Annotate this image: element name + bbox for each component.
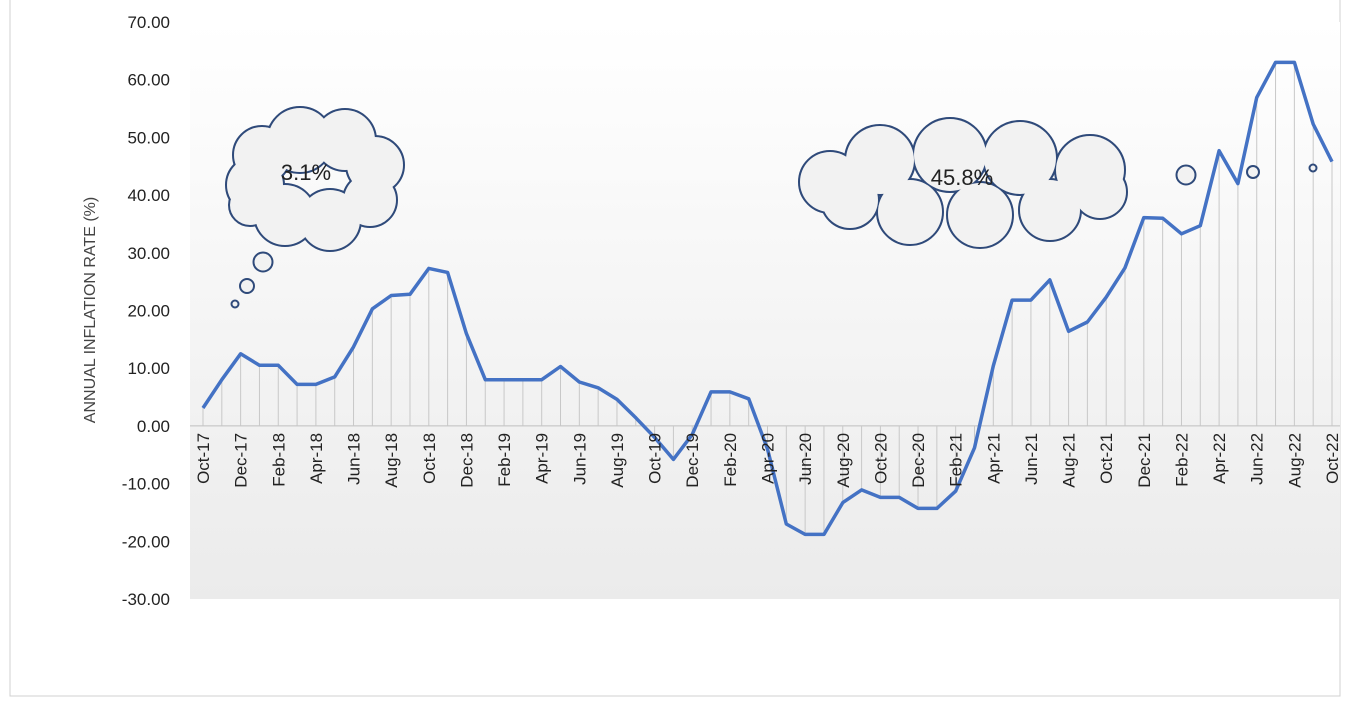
y-tick-label: -30.00 — [122, 590, 170, 609]
x-tick-label: Dec-20 — [909, 433, 928, 488]
x-tick-label: Apr-19 — [533, 433, 552, 484]
x-tick-label: Aug-20 — [834, 433, 853, 488]
x-tick-label: Jun-18 — [345, 433, 364, 485]
x-tick-label: Jun-22 — [1248, 433, 1267, 485]
cloud-fill — [984, 122, 1056, 194]
x-tick-label: Feb-22 — [1172, 433, 1191, 487]
y-tick-label: 70.00 — [127, 13, 170, 32]
cloud-fill — [878, 180, 942, 244]
cloud-left — [225, 106, 405, 309]
cloud-fill — [230, 185, 270, 225]
y-tick-label: 50.00 — [127, 128, 170, 147]
cloud-fill — [1074, 166, 1126, 218]
cloud-fill — [300, 190, 360, 250]
x-tick-label: Aug-18 — [382, 433, 401, 488]
cloud-right — [798, 117, 1318, 249]
x-tick-label: Jun-21 — [1022, 433, 1041, 485]
annotation: 45.8% — [931, 165, 993, 190]
annotation: 3.1% — [281, 160, 331, 185]
x-tick-label: Oct-20 — [871, 433, 890, 484]
y-tick-label: 0.00 — [137, 417, 170, 436]
x-tick-label: Feb-18 — [269, 433, 288, 487]
x-tick-label: Apr-20 — [759, 433, 778, 484]
y-tick-label: 30.00 — [127, 244, 170, 263]
x-tick-label: Oct-22 — [1323, 433, 1342, 484]
x-tick-label: Dec-19 — [683, 433, 702, 488]
x-tick-label: Jun-19 — [570, 433, 589, 485]
cloud-fill — [914, 119, 986, 191]
x-tick-label: Dec-18 — [457, 433, 476, 488]
x-tick-label: Apr-22 — [1210, 433, 1229, 484]
x-tick-label: Oct-21 — [1097, 433, 1116, 484]
x-tick-label: Jun-20 — [796, 433, 815, 485]
x-tick-label: Aug-21 — [1060, 433, 1079, 488]
x-tick-label: Feb-19 — [495, 433, 514, 487]
x-tick-label: Oct-19 — [646, 433, 665, 484]
x-tick-label: Oct-18 — [420, 433, 439, 484]
y-axis-label: ANNUAL INFLATION RATE (%) — [82, 197, 99, 423]
x-tick-label: Feb-20 — [721, 433, 740, 487]
cloud-fill — [1020, 180, 1080, 240]
cloud-fill — [268, 108, 332, 172]
y-tick-label: 10.00 — [127, 359, 170, 378]
x-tick-label: Aug-19 — [608, 433, 627, 488]
cloud-fill — [948, 183, 1012, 247]
x-tick-label: Oct-17 — [194, 433, 213, 484]
x-tick-label: Aug-22 — [1285, 433, 1304, 488]
y-tick-label: -10.00 — [122, 475, 170, 494]
y-tick-label: -20.00 — [122, 532, 170, 551]
plot-background — [190, 22, 1340, 599]
cloud-fill — [255, 185, 315, 245]
y-tick-label: 40.00 — [127, 186, 170, 205]
y-tick-label: 60.00 — [127, 71, 170, 90]
x-tick-label: Apr-21 — [984, 433, 1003, 484]
cloud-fill — [822, 172, 878, 228]
x-tick-label: Feb-21 — [947, 433, 966, 487]
x-tick-label: Dec-21 — [1135, 433, 1154, 488]
x-tick-label: Dec-17 — [232, 433, 251, 488]
x-tick-label: Apr-18 — [307, 433, 326, 484]
y-tick-label: 20.00 — [127, 302, 170, 321]
line-series — [201, 60, 1334, 537]
